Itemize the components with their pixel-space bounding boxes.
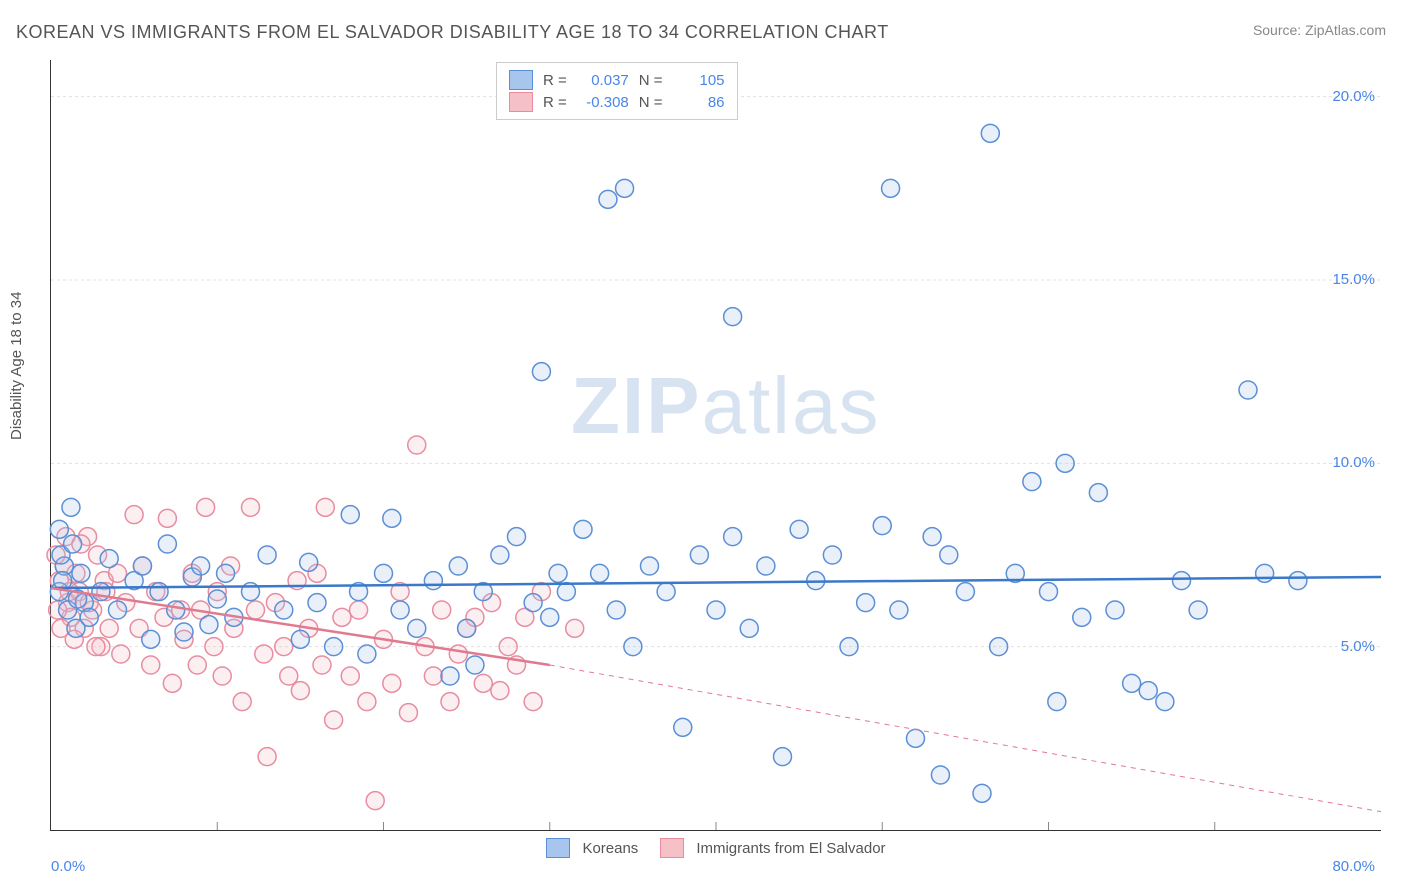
x-axis-left-label: 0.0% — [51, 858, 85, 875]
correlation-legend: R = 0.037 N = 105 R = -0.308 N = 86 — [496, 62, 738, 120]
y-tick-label: 15.0% — [1332, 271, 1375, 288]
legend-swatch-b1 — [546, 838, 570, 858]
r-value-2: -0.308 — [577, 94, 629, 111]
r-label: R = — [543, 94, 567, 111]
legend-swatch-2 — [509, 92, 533, 112]
n-value-2: 86 — [673, 94, 725, 111]
legend-label-1: Koreans — [582, 840, 638, 857]
n-value-1: 105 — [673, 72, 725, 89]
x-axis-right-label: 80.0% — [1332, 858, 1375, 875]
scatter-plot — [51, 60, 1381, 830]
series-legend: Koreans Immigrants from El Salvador — [51, 838, 1381, 858]
legend-swatch-b2 — [660, 838, 684, 858]
y-axis-label: Disability Age 18 to 34 — [8, 292, 25, 440]
legend-row-2: R = -0.308 N = 86 — [509, 92, 725, 112]
r-label: R = — [543, 72, 567, 89]
source-prefix: Source: — [1253, 22, 1305, 38]
y-tick-label: 5.0% — [1341, 638, 1375, 655]
y-tick-label: 10.0% — [1332, 454, 1375, 471]
y-tick-label: 20.0% — [1332, 88, 1375, 105]
chart-title: KOREAN VS IMMIGRANTS FROM EL SALVADOR DI… — [16, 22, 889, 43]
legend-label-2: Immigrants from El Salvador — [696, 840, 885, 857]
legend-row-1: R = 0.037 N = 105 — [509, 70, 725, 90]
n-label: N = — [639, 94, 663, 111]
r-value-1: 0.037 — [577, 72, 629, 89]
legend-swatch-1 — [509, 70, 533, 90]
n-label: N = — [639, 72, 663, 89]
plot-area: ZIPatlas R = 0.037 N = 105 R = -0.308 N … — [50, 60, 1381, 831]
source-link[interactable]: ZipAtlas.com — [1305, 22, 1386, 38]
source-attribution: Source: ZipAtlas.com — [1253, 22, 1386, 38]
